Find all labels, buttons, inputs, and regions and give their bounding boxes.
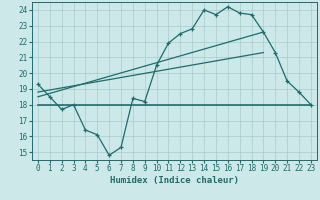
X-axis label: Humidex (Indice chaleur): Humidex (Indice chaleur) <box>110 176 239 185</box>
